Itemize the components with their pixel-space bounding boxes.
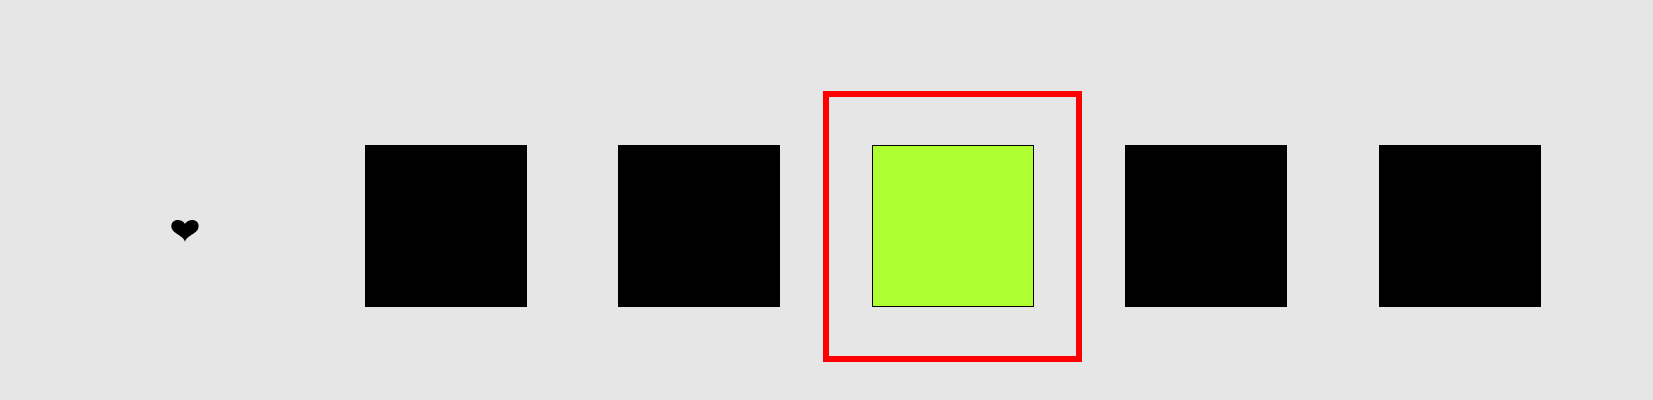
- tile-5[interactable]: [1379, 145, 1541, 307]
- heart-icon: [171, 220, 199, 242]
- tile-2[interactable]: [618, 145, 780, 307]
- tile-3[interactable]: [872, 145, 1034, 307]
- tile-1[interactable]: [365, 145, 527, 307]
- tile-4[interactable]: [1125, 145, 1287, 307]
- heart-shape: [171, 220, 199, 242]
